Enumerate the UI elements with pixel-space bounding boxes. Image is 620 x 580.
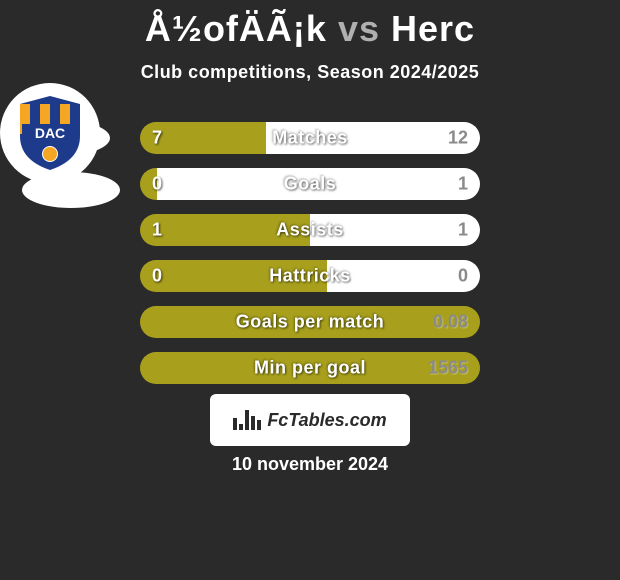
stat-value-right: 1565	[428, 358, 468, 379]
stat-value-right: 1	[458, 174, 468, 195]
team1-logo-ellipse-bottom	[22, 172, 120, 208]
stat-value-right: 0.08	[433, 312, 468, 333]
shield-icon: DAC	[16, 94, 84, 172]
stat-row: 1565 Min per goal	[140, 352, 480, 384]
vs-label: vs	[338, 8, 380, 49]
stat-row: 0 1 Goals	[140, 168, 480, 200]
mini-bar	[251, 416, 255, 430]
mini-bar	[239, 424, 243, 430]
stat-row: 0.08 Goals per match	[140, 306, 480, 338]
stat-value-left: 1	[152, 220, 162, 241]
mini-bar	[245, 410, 249, 430]
fctables-bars-icon	[233, 410, 261, 430]
player1-name: Å½ofÄÃ¡k	[145, 8, 327, 49]
stats-chart: 7 12 Matches 0 1 Goals 1 1 Assists 0 0 Hattricks 0.0…	[140, 122, 480, 398]
mini-bar	[257, 420, 261, 430]
stat-row: 7 12 Matches	[140, 122, 480, 154]
stat-row: 1 1 Assists	[140, 214, 480, 246]
date-label: 10 november 2024	[232, 454, 388, 475]
stat-value-right: 0	[458, 266, 468, 287]
mini-bar	[233, 418, 237, 430]
stat-label: Hattricks	[269, 266, 351, 287]
stat-value-left: 7	[152, 128, 162, 149]
stat-label: Matches	[272, 128, 348, 149]
comparison-title: Å½ofÄÃ¡k vs Herc	[0, 0, 620, 50]
stat-label: Min per goal	[254, 358, 366, 379]
stat-label: Goals per match	[236, 312, 385, 333]
stat-value-right: 1	[458, 220, 468, 241]
stat-value-right: 12	[448, 128, 468, 149]
fctables-badge: FcTables.com	[210, 394, 410, 446]
svg-text:DAC: DAC	[35, 125, 65, 141]
player2-name: Herc	[391, 8, 475, 49]
stat-value-left: 0	[152, 266, 162, 287]
fctables-text: FcTables.com	[267, 410, 386, 431]
stat-label: Goals	[284, 174, 337, 195]
stat-value-left: 0	[152, 174, 162, 195]
stat-row: 0 0 Hattricks	[140, 260, 480, 292]
stat-label: Assists	[276, 220, 344, 241]
subtitle: Club competitions, Season 2024/2025	[0, 62, 620, 83]
